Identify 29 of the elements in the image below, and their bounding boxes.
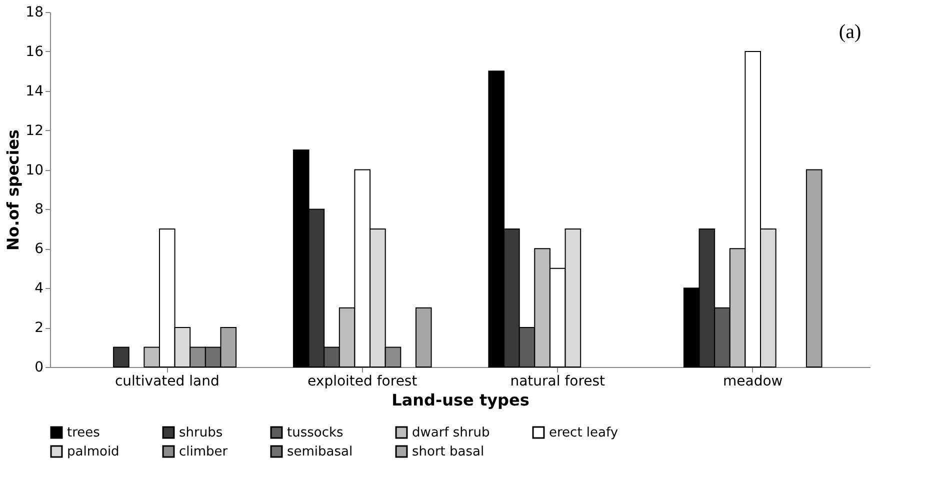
legend-label: shrubs — [179, 426, 223, 441]
x-tick-label: cultivated land — [114, 374, 220, 390]
x-axis-title: Land-use types — [392, 390, 530, 410]
legend-label: climber — [179, 444, 228, 460]
x-tick-label: natural forest — [510, 374, 606, 390]
legend-label: tussocks — [287, 426, 344, 441]
y-tick-label: 16 — [26, 44, 44, 60]
legend-label: trees — [67, 426, 100, 441]
x-tick-label: exploited forest — [308, 374, 418, 390]
y-tick-label: 18 — [26, 4, 44, 20]
y-tick-label: 0 — [34, 360, 44, 376]
bar — [415, 307, 432, 368]
legend-label: short basal — [412, 444, 484, 460]
legend-label: erect leafy — [549, 426, 618, 441]
legend-label: dwarf shrub — [412, 426, 490, 441]
y-tick-label: 14 — [26, 83, 44, 100]
y-tick-label: 6 — [34, 241, 44, 258]
y-tick-label: 10 — [26, 162, 44, 178]
x-tick-label: meadow — [722, 374, 783, 390]
legend-label: palmoid — [67, 444, 120, 460]
y-tick-label: 8 — [34, 202, 44, 218]
bar — [113, 346, 130, 368]
y-tick-label: 4 — [34, 280, 44, 297]
y-axis-title: No.of species — [4, 129, 23, 251]
legend-label: semibasal — [287, 444, 353, 460]
bar — [806, 169, 822, 368]
y-tick-label: 12 — [26, 122, 44, 139]
annotation: (a) — [838, 21, 862, 43]
y-tick-label: 2 — [34, 320, 44, 336]
